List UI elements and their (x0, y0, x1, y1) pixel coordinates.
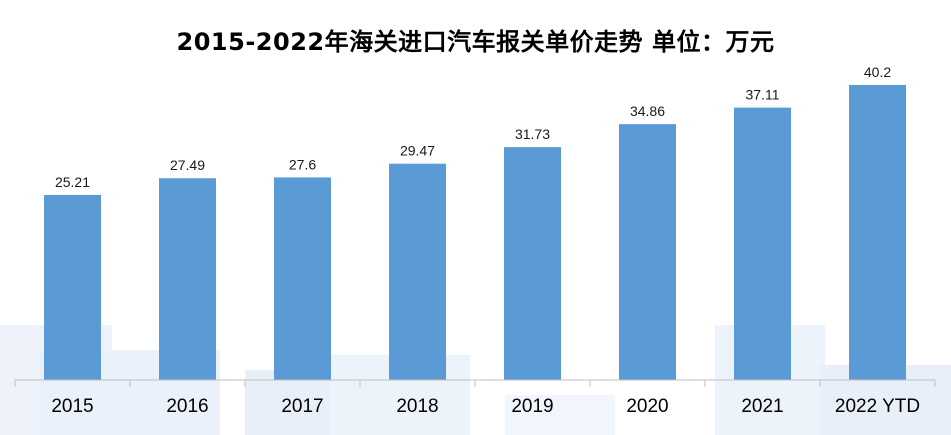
bar-2015 (44, 194, 101, 380)
bar-value-label: 29.47 (400, 143, 435, 159)
bar-value-label: 31.73 (515, 126, 550, 142)
x-axis-category-label: 2016 (166, 396, 208, 417)
x-axis-category-label: 2021 (741, 396, 783, 417)
bar-2018 (389, 163, 446, 380)
x-axis-category-label: 2017 (281, 396, 323, 417)
bar-2016 (159, 178, 216, 380)
bar-value-label: 27.6 (289, 156, 316, 172)
bar-2021 (734, 107, 791, 381)
bar-value-label: 25.21 (55, 174, 90, 190)
bar-value-label: 27.49 (170, 157, 205, 173)
x-axis-category-label: 2020 (626, 396, 668, 417)
chart-title: 2015-2022年海关进口汽车报关单价走势 单位：万元 (176, 28, 775, 56)
bar-value-label: 37.11 (746, 87, 780, 103)
x-axis-category-label: 2018 (396, 396, 438, 417)
bar-2022-ytd (849, 84, 906, 381)
bar-value-label: 34.86 (630, 103, 665, 119)
x-axis-category-label: 2019 (511, 396, 553, 417)
bar-value-label: 40.2 (864, 64, 891, 80)
x-axis-category-label: 2022 YTD (835, 396, 920, 417)
bar-2019 (504, 147, 561, 380)
bar-2017 (274, 177, 331, 380)
bar-2020 (619, 124, 676, 380)
x-axis-category-label: 2015 (51, 396, 93, 417)
